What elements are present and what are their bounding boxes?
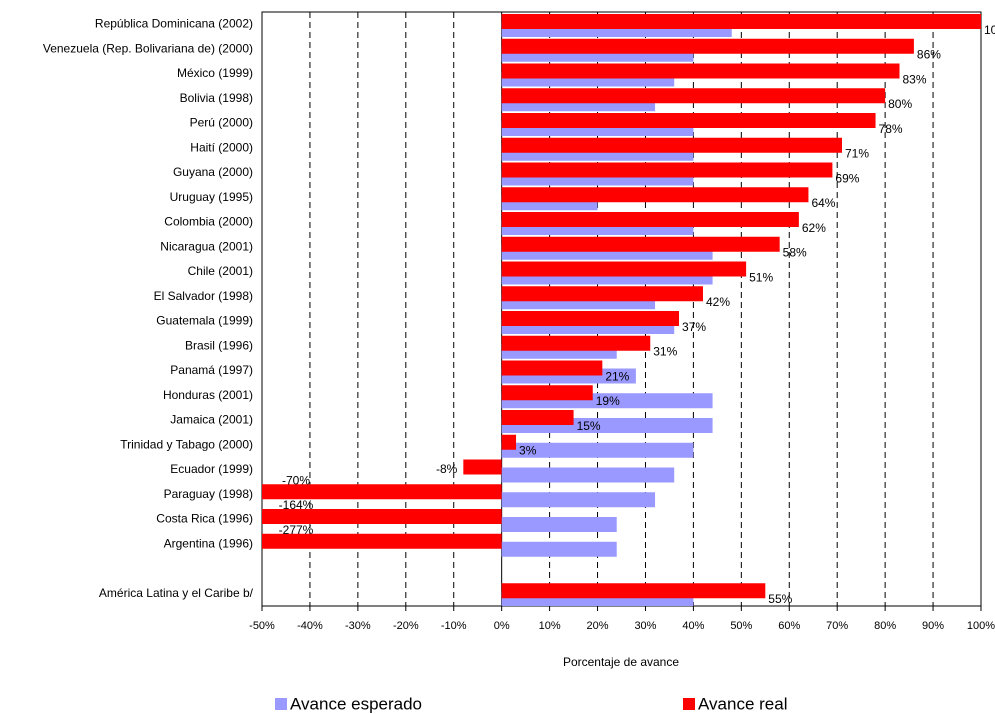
bar <box>501 63 900 79</box>
bar <box>501 583 766 599</box>
x-tick-label: 20% <box>587 620 609 632</box>
y-tick-label: América Latina y el Caribe b/ <box>99 586 254 600</box>
x-tick-label: -30% <box>345 620 371 632</box>
value-label: 19% <box>596 394 620 408</box>
bar <box>501 261 747 277</box>
y-tick-label: Nicaragua (2001) <box>160 239 253 253</box>
legend-swatch <box>683 698 695 710</box>
bar <box>501 137 842 153</box>
x-tick-label: 30% <box>634 620 656 632</box>
y-tick-label: República Dominicana (2002) <box>95 17 253 31</box>
bars <box>262 14 981 606</box>
y-tick-label: Chile (2001) <box>188 264 253 278</box>
y-tick-label: Panamá (1997) <box>170 363 253 377</box>
y-tick-label: México (1999) <box>177 66 253 80</box>
x-tick-label: 60% <box>778 620 800 632</box>
bar <box>262 509 502 524</box>
value-label: -277% <box>279 523 314 537</box>
x-tick-label: 80% <box>874 620 896 632</box>
value-label: 83% <box>903 72 927 86</box>
bar <box>501 434 517 450</box>
bar <box>463 459 502 475</box>
bar <box>501 236 780 252</box>
value-label: 86% <box>917 48 941 62</box>
bar <box>501 212 799 227</box>
x-tick-label: -20% <box>393 620 419 632</box>
y-tick-label: Brasil (1996) <box>185 338 253 352</box>
y-tick-label: Bolivia (1998) <box>180 91 253 105</box>
x-tick-label: 0% <box>494 620 510 632</box>
value-label: 3% <box>519 444 537 458</box>
value-label: 21% <box>605 369 629 383</box>
x-tick-label: -10% <box>441 620 467 632</box>
value-label: 102% <box>984 23 995 37</box>
value-label: 69% <box>835 171 859 185</box>
x-tick-label: -50% <box>249 620 275 632</box>
bar <box>501 162 833 178</box>
x-tick-label: 70% <box>826 620 848 632</box>
value-label: 55% <box>768 592 792 606</box>
bar <box>501 385 593 401</box>
legend-swatch <box>275 698 287 710</box>
x-tick-label: 40% <box>682 620 704 632</box>
value-label: 71% <box>845 147 869 161</box>
legend-label: Avance esperado <box>290 694 422 713</box>
bar <box>501 335 651 351</box>
y-tick-label: Paraguay (1998) <box>164 487 253 501</box>
value-label: -8% <box>436 462 458 476</box>
value-label: 31% <box>653 345 677 359</box>
bar <box>501 410 574 425</box>
bar <box>501 492 656 508</box>
y-tick-label: Perú (2000) <box>190 116 253 130</box>
y-tick-label: Trinidad y Tabago (2000) <box>120 437 253 451</box>
y-tick-label: Haití (2000) <box>190 140 253 154</box>
value-label: -164% <box>279 498 314 512</box>
y-tick-label: Uruguay (1995) <box>170 190 253 204</box>
y-tick-label: Venezuela (Rep. Bolivariana de) (2000) <box>43 41 253 55</box>
bar <box>501 88 886 104</box>
x-tick-label: 10% <box>539 620 561 632</box>
x-tick-label: -40% <box>297 620 323 632</box>
y-tick-label: Ecuador (1999) <box>170 462 253 476</box>
x-tick-label: 100% <box>967 620 995 632</box>
legend-label: Avance real <box>698 694 787 713</box>
y-tick-label: Honduras (2001) <box>163 388 253 402</box>
bar <box>501 113 876 128</box>
value-label: 58% <box>783 246 807 260</box>
bar <box>262 533 502 549</box>
bar <box>501 360 603 376</box>
x-tick-label: 50% <box>730 620 752 632</box>
value-label: 78% <box>879 122 903 136</box>
x-tick-label: 90% <box>922 620 944 632</box>
value-label: 64% <box>811 196 835 210</box>
bar <box>501 541 617 557</box>
bar <box>262 484 502 500</box>
value-label: 15% <box>577 419 601 433</box>
bar <box>501 311 680 326</box>
bar <box>501 286 703 302</box>
value-label: 80% <box>888 97 912 111</box>
bar <box>501 38 914 54</box>
y-tick-label: Colombia (2000) <box>164 215 253 229</box>
y-tick-label: Argentina (1996) <box>164 536 253 550</box>
bar <box>501 442 694 458</box>
value-label: 51% <box>749 270 773 284</box>
bar <box>501 14 981 29</box>
value-label: 37% <box>682 320 706 334</box>
y-tick-label: Guyana (2000) <box>173 165 253 179</box>
bar <box>501 467 675 483</box>
y-tick-label: Jamaica (2001) <box>170 413 253 427</box>
y-tick-label: Guatemala (1999) <box>156 314 253 328</box>
bar <box>501 187 809 203</box>
value-label: 62% <box>802 221 826 235</box>
y-tick-label: El Salvador (1998) <box>154 289 253 303</box>
x-axis-label: Porcentaje de avance <box>563 655 679 669</box>
value-label: 42% <box>706 295 730 309</box>
y-tick-label: Costa Rica (1996) <box>156 512 253 526</box>
bar <box>501 517 617 532</box>
value-label: -70% <box>282 473 310 487</box>
